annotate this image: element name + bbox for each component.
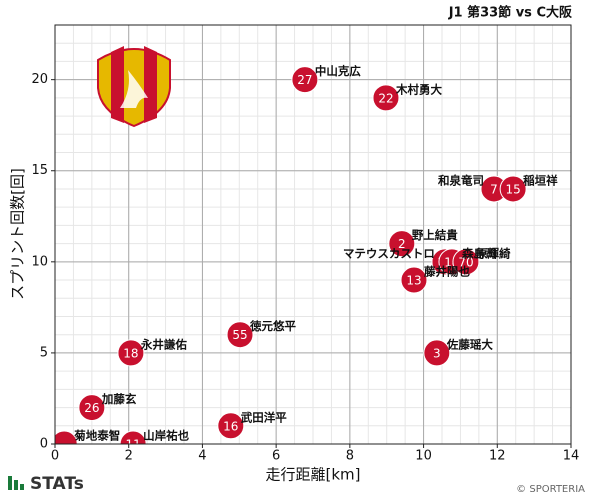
x-tick-label: 6 bbox=[272, 449, 280, 464]
player-point: 26 bbox=[78, 394, 106, 422]
point bbox=[372, 84, 400, 112]
point-number: 11 bbox=[125, 438, 140, 452]
x-tick-label: 10 bbox=[415, 449, 432, 464]
x-tick-label: 12 bbox=[489, 449, 506, 464]
player-name: 藤井陽也 bbox=[424, 265, 470, 279]
player-point: 13 bbox=[400, 266, 428, 294]
x-tick-label: 0 bbox=[51, 449, 59, 464]
point-number: 18 bbox=[123, 346, 138, 360]
point bbox=[423, 339, 451, 367]
point bbox=[291, 66, 319, 94]
point bbox=[400, 266, 428, 294]
player-name: 佐藤瑶大 bbox=[446, 337, 493, 351]
plot-frame bbox=[54, 24, 572, 445]
point bbox=[452, 248, 480, 276]
brand: STATs bbox=[30, 474, 84, 494]
player-point: 15 bbox=[499, 175, 527, 203]
player-name: 菊地泰智 bbox=[74, 429, 120, 443]
player-name: 原輝綺 bbox=[476, 246, 511, 260]
brand-logo bbox=[8, 476, 24, 490]
y-axis-label: スプリント回数[回] bbox=[9, 168, 27, 300]
y-tick-label: 15 bbox=[31, 163, 48, 178]
player-name: 加藤玄 bbox=[101, 392, 137, 406]
player-name: 中山克広 bbox=[315, 64, 361, 78]
point bbox=[119, 430, 147, 444]
player-point bbox=[55, 430, 78, 444]
point bbox=[117, 339, 145, 367]
player-point: 55 bbox=[226, 321, 254, 349]
player-name: 徳元悠平 bbox=[249, 319, 296, 333]
player-name: 野上結貴 bbox=[412, 228, 458, 242]
point-number: 70 bbox=[458, 255, 473, 269]
x-tick-label: 4 bbox=[198, 449, 206, 464]
point-number: 22 bbox=[378, 91, 393, 105]
y-tick-label: 0 bbox=[40, 437, 48, 452]
player-point: 2 bbox=[388, 230, 416, 258]
player-point: 22 bbox=[372, 84, 400, 112]
y-tick-label: 5 bbox=[40, 345, 48, 360]
x-axis-label: 走行距離[km] bbox=[265, 466, 360, 484]
credit: © SPORTERIA bbox=[516, 484, 585, 495]
point-number: 55 bbox=[232, 328, 247, 342]
player-name: 木村勇大 bbox=[395, 82, 442, 96]
player-point: 70 bbox=[452, 248, 480, 276]
point-number: 16 bbox=[223, 419, 238, 433]
point-number: 26 bbox=[84, 401, 99, 415]
player-name: 武田洋平 bbox=[241, 410, 287, 424]
point bbox=[226, 321, 254, 349]
player-name: マテウスカストロ bbox=[343, 246, 435, 260]
point-number: 7 bbox=[490, 182, 498, 196]
point bbox=[217, 412, 245, 440]
player-point: 27 bbox=[291, 66, 319, 94]
player-point: 16 bbox=[217, 412, 245, 440]
y-tick-label: 20 bbox=[31, 72, 48, 87]
player-name: 森島司 bbox=[462, 246, 497, 260]
player-name: 永井謙佑 bbox=[140, 337, 187, 351]
x-tick-label: 14 bbox=[563, 449, 580, 464]
player-point: 7 bbox=[480, 175, 508, 203]
x-tick-label: 2 bbox=[125, 449, 133, 464]
y-tick-label: 10 bbox=[31, 254, 48, 269]
point-number: 15 bbox=[505, 182, 520, 196]
point bbox=[499, 175, 527, 203]
point bbox=[78, 394, 106, 422]
point bbox=[388, 230, 416, 258]
player-point: 11 bbox=[119, 430, 147, 452]
player-name: 山岸祐也 bbox=[143, 429, 189, 443]
chart-title: J1 第33節 vs C大阪 bbox=[448, 5, 573, 21]
team-crest bbox=[97, 46, 171, 128]
point-number: 2 bbox=[398, 237, 406, 251]
player-name: 稲垣祥 bbox=[523, 173, 558, 187]
x-tick-label: 8 bbox=[346, 449, 354, 464]
point-number: 13 bbox=[406, 274, 421, 288]
point-number: 3 bbox=[433, 346, 441, 360]
player-name: 和泉竜司 bbox=[438, 173, 484, 187]
player-point: 3 bbox=[423, 339, 451, 367]
player-point: 18 bbox=[117, 339, 145, 367]
point bbox=[55, 430, 78, 444]
point-number: 27 bbox=[297, 73, 312, 87]
